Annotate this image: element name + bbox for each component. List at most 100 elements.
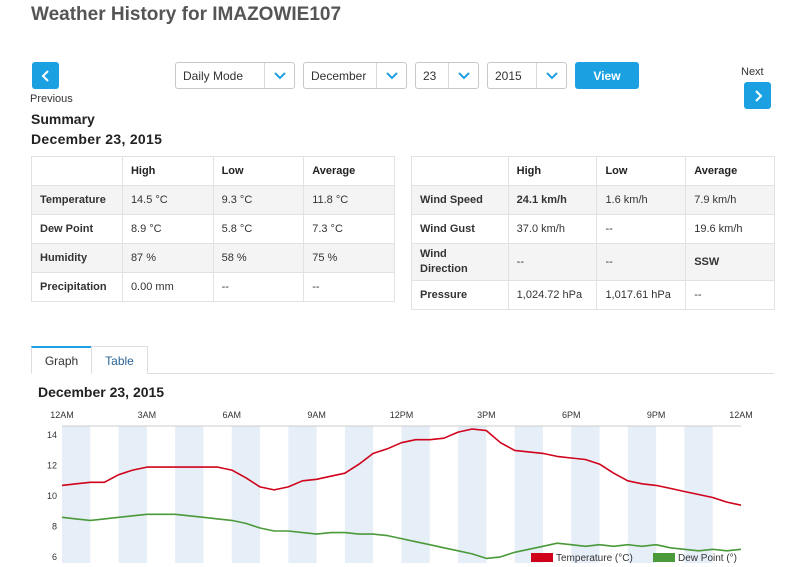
table-cell: 8.9 °C: [121, 214, 214, 244]
row-label: Precipitation: [31, 272, 123, 302]
year-select[interactable]: 2015: [487, 62, 567, 89]
table-header: Average: [303, 156, 395, 186]
tab-table[interactable]: Table: [91, 346, 148, 374]
table-cell: 7.9 km/h: [685, 185, 775, 215]
table-row: Wind Direction -- -- SSW: [411, 243, 775, 281]
row-label: Wind Gust: [411, 214, 509, 244]
table-header: High: [121, 156, 214, 186]
table-cell: 11.8 °C: [303, 185, 395, 215]
table-cell: 1.6 km/h: [596, 185, 687, 215]
mode-select-value: Daily Mode: [183, 68, 244, 83]
table-row: Wind Speed 24.1 km/h 1.6 km/h 7.9 km/h: [411, 185, 775, 215]
row-label: Pressure: [411, 280, 509, 310]
hour-band: [571, 426, 600, 563]
table-header: [31, 156, 123, 186]
hour-band: [627, 426, 657, 563]
table-cell: 19.6 km/h: [685, 214, 775, 244]
tab-graph[interactable]: Graph: [31, 346, 92, 374]
x-tick-label: 12PM: [390, 410, 414, 420]
summary-table-left: High Low Average Temperature 14.5 °C 9.3…: [31, 156, 395, 302]
previous-button[interactable]: [32, 62, 59, 89]
table-cell: 58 %: [212, 243, 305, 273]
table-cell: 9.3 °C: [212, 185, 305, 215]
weather-chart: 12AM 3AM 6AM 9AM 12PM 3PM 6PM 9PM 12AM 68101214 …: [47, 410, 753, 564]
summary-date: December 23, 2015: [31, 131, 163, 147]
legend-swatch-dew-point: [653, 553, 675, 562]
hour-band: [62, 426, 91, 563]
next-label[interactable]: Next: [741, 66, 764, 78]
legend-label-dew-point: Dew Point (°): [678, 553, 737, 564]
table-header: Low: [212, 156, 305, 186]
chart-bands: [62, 425, 741, 563]
table-cell: 37.0 km/h: [507, 214, 598, 244]
chevron-down-icon: [536, 63, 566, 88]
x-tick-label: 6AM: [222, 410, 241, 420]
table-cell: --: [596, 214, 687, 244]
hour-band: [175, 426, 204, 563]
view-button[interactable]: View: [575, 62, 639, 89]
row-label: Wind Direction: [411, 243, 509, 281]
chevron-down-icon: [448, 63, 478, 88]
summary-heading: Summary: [31, 111, 95, 127]
table-cell: --: [507, 243, 598, 281]
chevron-left-icon: [41, 69, 49, 82]
x-tick-label: 9PM: [647, 410, 666, 420]
table-header: Average: [685, 156, 775, 186]
row-label: Temperature: [31, 185, 123, 215]
legend-label-temperature: Temperature (°C): [556, 553, 633, 564]
year-select-value: 2015: [495, 68, 522, 83]
table-cell: 7.3 °C: [303, 214, 395, 244]
table-row: Precipitation 0.00 mm -- --: [31, 272, 395, 302]
y-tick-label: 12: [47, 461, 57, 471]
month-select-value: December: [311, 68, 367, 83]
x-tick-label: 12AM: [50, 410, 74, 420]
table-row: Pressure 1,024.72 hPa 1,017.61 hPa --: [411, 280, 775, 310]
table-header: High: [507, 156, 598, 186]
table-cell: --: [596, 243, 687, 281]
table-cell: 0.00 mm: [121, 272, 214, 302]
x-tick-label: 3AM: [138, 410, 157, 420]
y-tick-label: 8: [52, 521, 57, 531]
table-cell: 1,017.61 hPa: [596, 280, 687, 310]
table-row: Wind Gust 37.0 km/h -- 19.6 km/h: [411, 214, 775, 244]
hour-band: [344, 426, 374, 563]
x-tick-label: 12AM: [729, 410, 753, 420]
table-cell: --: [212, 272, 305, 302]
table-row: Humidity 87 % 58 % 75 %: [31, 243, 395, 273]
x-tick-label: 6PM: [562, 410, 581, 420]
x-tick-label: 9AM: [307, 410, 326, 420]
table-cell: 24.1 km/h: [507, 185, 598, 215]
legend-swatch-temperature: [531, 553, 553, 562]
row-label: Dew Point: [31, 214, 123, 244]
day-select[interactable]: 23: [415, 62, 479, 89]
mode-select[interactable]: Daily Mode: [175, 62, 295, 89]
graph-date: December 23, 2015: [38, 384, 165, 400]
hour-band: [458, 426, 487, 563]
hour-band: [118, 426, 147, 563]
day-select-value: 23: [423, 68, 437, 83]
temperature-line: [61, 428, 742, 506]
chevron-down-icon: [264, 63, 294, 88]
table-cell: SSW: [685, 243, 775, 281]
chevron-right-icon: [754, 89, 762, 102]
previous-label[interactable]: Previous: [30, 93, 73, 105]
x-axis-labels: 12AM 3AM 6AM 9AM 12PM 3PM 6PM 9PM 12AM: [50, 410, 753, 420]
table-cell: 14.5 °C: [121, 185, 214, 215]
next-button[interactable]: [744, 82, 771, 109]
y-axis-labels: 6 8 10 12 14: [47, 430, 57, 562]
summary-table-right: High Low Average Wind Speed 24.1 km/h 1.…: [411, 156, 775, 310]
table-cell: --: [303, 272, 395, 302]
table-header: Low: [596, 156, 687, 186]
table-cell: --: [685, 280, 775, 310]
table-cell: 1,024.72 hPa: [507, 280, 598, 310]
page-title: Weather History for IMAZOWIE107: [31, 4, 342, 25]
hour-band: [514, 426, 543, 563]
table-cell: 75 %: [303, 243, 395, 273]
table-header: [411, 156, 509, 186]
table-cell: 87 %: [121, 243, 214, 273]
chart-lines: [61, 428, 742, 560]
y-tick-label: 10: [47, 491, 57, 501]
y-tick-label: 6: [52, 552, 57, 562]
month-select[interactable]: December: [303, 62, 407, 89]
dew-point-line: [61, 513, 742, 560]
